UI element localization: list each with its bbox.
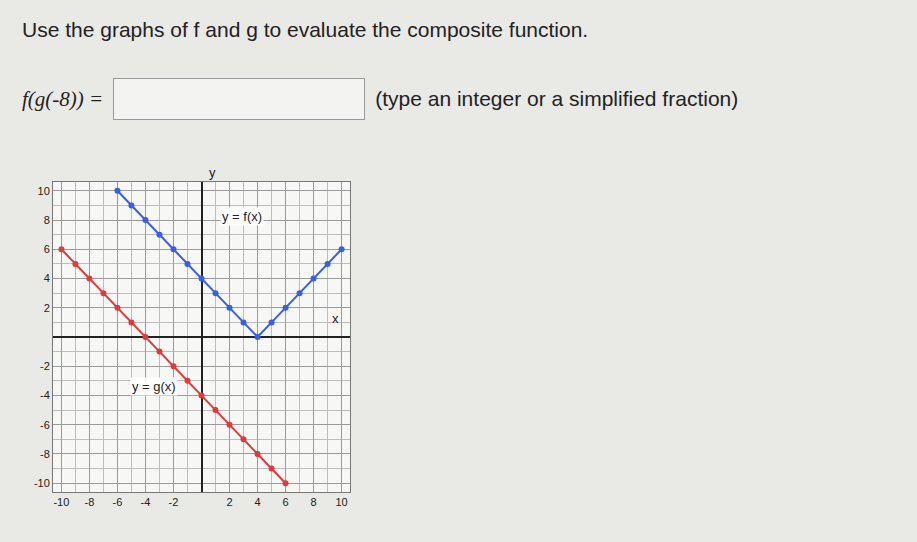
svg-text:y: y <box>209 165 216 180</box>
svg-text:-8: -8 <box>85 496 95 508</box>
html-text:Use the graphs of f and g to e: Use the graphs of f and g to evaluate th… <box>22 18 589 41</box>
svg-text:x: x <box>332 311 339 326</box>
html-text:(type an integer or a simplifi: (type an integer or a simplified fractio… <box>375 87 739 110</box>
svg-text:-2: -2 <box>40 360 50 372</box>
svg-text:-8: -8 <box>40 448 50 460</box>
svg-text:6: 6 <box>44 243 50 255</box>
svg-text:-6: -6 <box>113 496 123 508</box>
svg-text:10: 10 <box>335 496 347 508</box>
svg-text:2: 2 <box>226 496 232 508</box>
svg-text:-4: -4 <box>40 389 50 401</box>
svg-text:-2: -2 <box>169 496 179 508</box>
svg-text:10: 10 <box>38 185 50 197</box>
svg-text:8: 8 <box>311 496 317 508</box>
svg-text:-10: -10 <box>53 496 69 508</box>
svg-text:-10: -10 <box>34 477 50 489</box>
svg-text:-6: -6 <box>40 419 50 431</box>
svg-text:8: 8 <box>44 214 50 226</box>
svg-text:y = g(x): y = g(x) <box>132 379 176 394</box>
html-text:f(g(-8)) =: f(g(-8)) = <box>22 86 104 111</box>
svg-text:2: 2 <box>44 302 50 314</box>
svg-text:6: 6 <box>282 496 288 508</box>
svg-text:4: 4 <box>254 496 260 508</box>
svg-text:y = f(x): y = f(x) <box>222 209 262 224</box>
svg-text:-4: -4 <box>141 496 151 508</box>
svg-text:4: 4 <box>44 272 50 284</box>
